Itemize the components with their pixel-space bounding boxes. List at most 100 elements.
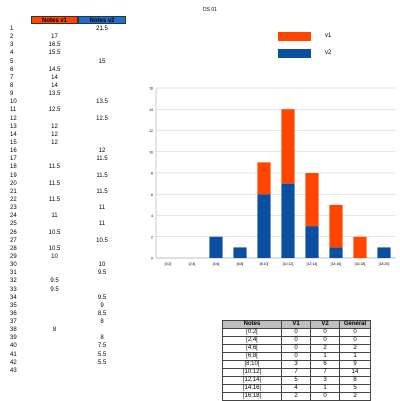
legend-swatch-v2 xyxy=(278,49,311,58)
note-v1: 12 xyxy=(51,123,58,130)
table-row: [2;4[0 0 0 xyxy=(222,336,371,345)
summary-cell: 0 xyxy=(310,328,340,337)
note-v1: 12 xyxy=(51,139,58,146)
row-number: 38 xyxy=(10,327,17,334)
note-v2: 13.5 xyxy=(96,99,108,106)
table-row: 23 11 xyxy=(0,204,140,212)
note-v1: 11.5 xyxy=(48,196,61,203)
row-number: 36 xyxy=(10,310,17,317)
summary-cell: 1 xyxy=(339,352,371,361)
x-tick-label: [18;20] xyxy=(379,262,390,266)
bar-v2 xyxy=(377,247,391,258)
row-number: 18 xyxy=(10,164,17,171)
row-number: 35 xyxy=(10,302,17,309)
table-row: 12 12.5 xyxy=(0,115,140,123)
x-tick-label: [16;18[ xyxy=(355,262,366,266)
summary-cell: 1 xyxy=(310,384,340,393)
row-number: 33 xyxy=(10,286,17,293)
row-number: 32 xyxy=(10,278,17,285)
table-row: 27 10.5 xyxy=(0,237,140,245)
table-row: 11 12.5 xyxy=(0,106,140,114)
row-number: 11 xyxy=(10,107,17,114)
x-tick-label: [0;2[ xyxy=(165,262,172,266)
table-row: 39 8 xyxy=(0,334,140,342)
table-row: 36 8.5 xyxy=(0,310,140,318)
row-number: 12 xyxy=(10,115,17,122)
y-tick-label: 4 xyxy=(151,214,153,218)
summary-cell: [8;10[ xyxy=(222,360,282,369)
column-header-notes-v1: Notes v1 xyxy=(31,16,78,24)
note-v2: 11.5 xyxy=(96,156,108,163)
note-v2: 8 xyxy=(100,319,104,326)
note-v1: 14.5 xyxy=(48,66,61,73)
y-tick-label: 16 xyxy=(149,87,153,91)
table-row: 40 7.5 xyxy=(0,342,140,350)
summary-cell: 5 xyxy=(339,384,371,393)
note-v2: 11 xyxy=(98,221,106,228)
note-v1: 13.5 xyxy=(48,91,61,98)
row-number: 15 xyxy=(10,139,17,146)
note-v2: 15 xyxy=(98,58,106,65)
note-v2: 10.5 xyxy=(96,237,108,244)
legend-label-v1: v1 xyxy=(325,33,332,39)
table-row: 28 10.5 xyxy=(0,245,140,253)
summary-cell: 0 xyxy=(339,328,371,337)
note-v1: 11 xyxy=(51,213,58,220)
row-number: 8 xyxy=(10,82,14,89)
note-v1: 12 xyxy=(51,131,58,138)
bar-v2 xyxy=(233,247,247,258)
row-number: 5 xyxy=(10,58,14,65)
row-number: 41 xyxy=(10,351,17,358)
summary-cell: 2 xyxy=(310,344,340,353)
table-row: 43 xyxy=(0,367,140,375)
bar-v2 xyxy=(281,183,295,258)
x-tick-label: [4;6[ xyxy=(213,262,220,266)
bar-v2 xyxy=(305,226,319,258)
summary-cell: 0 xyxy=(281,328,311,337)
row-number: 4 xyxy=(10,50,14,57)
note-v2: 21.5 xyxy=(96,26,108,32)
row-number: 23 xyxy=(10,205,17,212)
table-row: 42 5.5 xyxy=(0,359,140,367)
note-v2: 9.5 xyxy=(97,270,107,277)
table-row: [8;10[3 6 9 xyxy=(222,360,371,369)
table-row: 35 9 xyxy=(0,302,140,310)
summary-cell: 2 xyxy=(339,344,371,353)
note-v1: 10.5 xyxy=(48,229,61,236)
note-v2: 9.5 xyxy=(97,294,107,301)
summary-header: Notes xyxy=(222,320,282,329)
note-v1: 11.5 xyxy=(48,180,61,187)
row-number: 6 xyxy=(10,66,14,73)
table-row: 24 11 xyxy=(0,212,140,220)
table-row: [0;2[0 0 0 xyxy=(222,328,371,337)
row-number: 27 xyxy=(10,237,17,244)
bar-v2 xyxy=(329,247,343,258)
table-row: 20 11.5 xyxy=(0,180,140,188)
legend-swatch-v1 xyxy=(278,32,311,41)
table-row: 6 14.5 xyxy=(0,66,140,74)
note-v1: 17 xyxy=(51,34,58,41)
summary-cell: 0 xyxy=(281,352,311,361)
summary-cell: 2 xyxy=(281,392,311,401)
x-tick-label: [6;8[ xyxy=(237,262,244,266)
table-row: 34 9.5 xyxy=(0,294,140,302)
table-row: 19 11.5 xyxy=(0,172,140,180)
note-v2: 11 xyxy=(98,205,106,212)
summary-cell: 0 xyxy=(310,336,340,345)
summary-cell: 7 xyxy=(310,368,340,377)
note-v1: 15.5 xyxy=(48,50,61,57)
x-tick-label: [8;10[ xyxy=(260,262,269,266)
row-number: 16 xyxy=(10,148,17,155)
table-row: 13 12 xyxy=(0,123,140,131)
summary-cell: 7 xyxy=(281,368,311,377)
x-tick-label: [10;12[ xyxy=(283,262,294,266)
y-tick-label: 14 xyxy=(149,108,153,112)
row-number: 42 xyxy=(10,359,17,366)
note-v2: 11.5 xyxy=(96,188,108,195)
table-row: 16 12 xyxy=(0,147,140,155)
note-v1: 10 xyxy=(51,253,58,260)
table-row: 31 9.5 xyxy=(0,269,140,277)
bar-v2 xyxy=(209,236,223,258)
note-v1: 8 xyxy=(52,327,57,334)
summary-cell: 6 xyxy=(310,360,340,369)
